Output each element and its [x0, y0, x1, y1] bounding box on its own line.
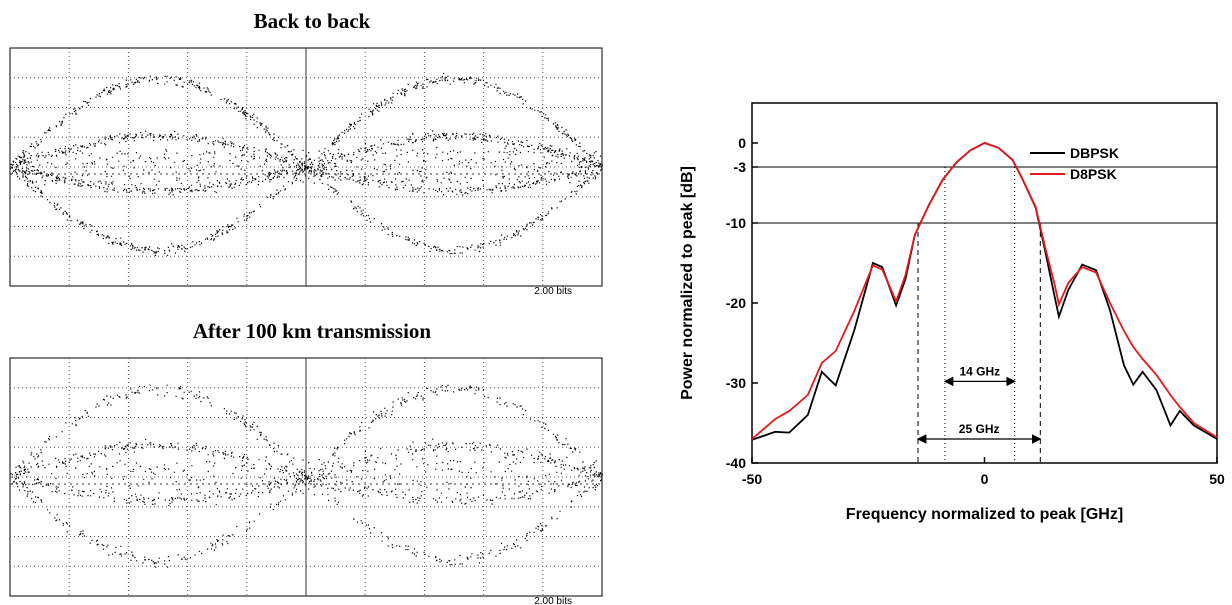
marker-label: 25 GHz [959, 422, 1000, 436]
figure: Back to back 2.00 bits After 100 km transm… [0, 0, 1232, 605]
y-tick-label: -3 [734, 159, 747, 175]
x-tick-label: 0 [981, 471, 989, 487]
series-line [752, 143, 1217, 440]
y-tick-label: -20 [726, 295, 746, 311]
y-tick-label: 0 [738, 135, 746, 151]
legend-label: D8PSK [1070, 166, 1117, 182]
eye-title: Back to back [254, 9, 371, 33]
eye-scale-label: 2.00 bits [534, 286, 572, 297]
y-tick-label: -30 [726, 375, 746, 391]
series-line [752, 143, 1217, 439]
y-tick-label: -40 [726, 455, 746, 471]
x-axis-title: Frequency normalized to peak [GHz] [846, 506, 1123, 523]
legend-label: DBPSK [1070, 145, 1119, 161]
x-tick-label: 50 [1209, 471, 1225, 487]
y-tick-label: -10 [726, 215, 746, 231]
x-tick-label: -50 [742, 471, 762, 487]
plot-frame [752, 103, 1217, 463]
page: {"eye_diagrams": [ {"title": "Back to ba… [0, 0, 1232, 605]
marker-label: 14 GHz [960, 364, 1001, 378]
y-axis-title: Power normalized to peak [dB] [679, 166, 696, 400]
eye-scale-label: 2.00 bits [534, 596, 572, 605]
eye-title: After 100 km transmission [193, 319, 432, 343]
